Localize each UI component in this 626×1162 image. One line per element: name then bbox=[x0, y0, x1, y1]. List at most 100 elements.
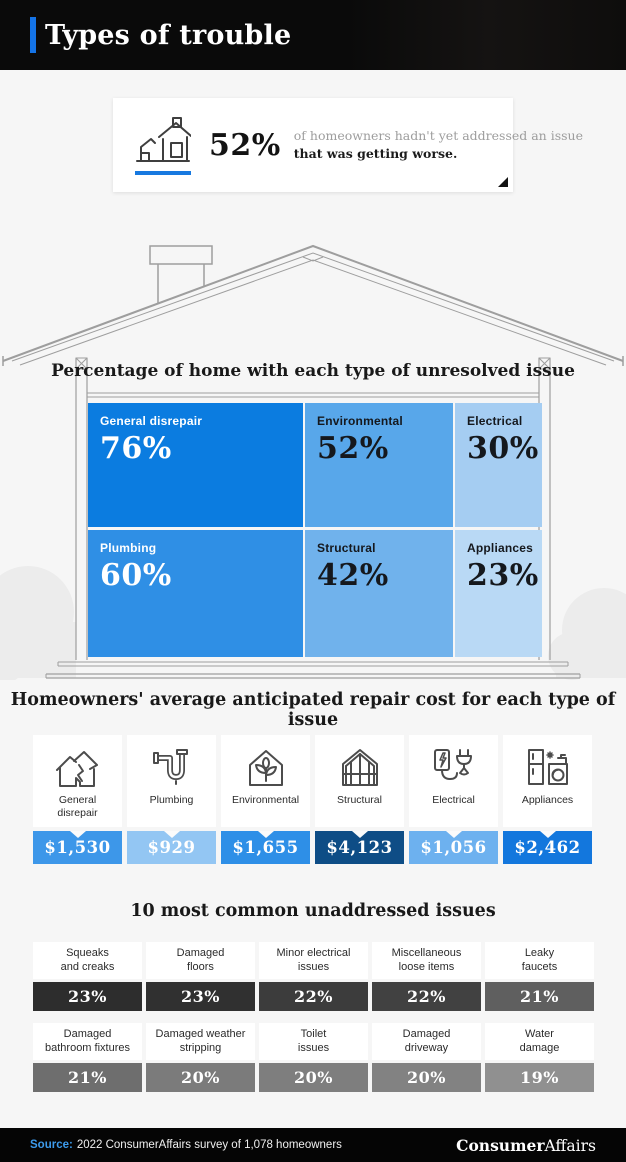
treemap-cell-value: 42% bbox=[317, 558, 389, 593]
treemap-cell-plumbing: Plumbing 60% bbox=[88, 530, 303, 657]
treemap-cell-label: Structural bbox=[317, 541, 376, 555]
frame-house-icon bbox=[337, 744, 383, 790]
cost-value: $1,530 bbox=[44, 838, 111, 857]
issue-card-leaky-faucets: Leaky faucets 21% bbox=[485, 942, 594, 1011]
cost-value-bar: $929 bbox=[127, 831, 216, 864]
callout-stat: 52% bbox=[209, 127, 281, 163]
treemap-cell-label: General disrepair bbox=[100, 414, 203, 428]
issue-value-bar: 22% bbox=[372, 982, 481, 1011]
cost-label-line1: Appliances bbox=[521, 794, 574, 806]
cost-card-top: Environmental bbox=[221, 735, 310, 827]
cost-value-bar: $1,056 bbox=[409, 831, 498, 864]
issue-value-bar: 19% bbox=[485, 1063, 594, 1092]
cost-card-top: Structural bbox=[315, 735, 404, 827]
source-label: Source: bbox=[30, 1139, 73, 1151]
cost-label-line1: Environmental bbox=[231, 794, 300, 806]
cloud-decoration-right bbox=[548, 588, 626, 680]
footer: Source: 2022 ConsumerAffairs survey of 1,… bbox=[0, 1128, 626, 1162]
treemap-cell-label: Electrical bbox=[467, 414, 523, 428]
issue-value-bar: 20% bbox=[372, 1063, 481, 1092]
issue-value-bar: 21% bbox=[485, 982, 594, 1011]
stat-callout-card: 52% of homeowners hadn't yet addressed a… bbox=[113, 98, 583, 192]
house-icon bbox=[133, 115, 193, 175]
treemap-cell-appliances: Appliances 23% bbox=[455, 530, 542, 657]
cost-card-appliances: Appliances $2,462 bbox=[503, 735, 592, 864]
source-note: Source: 2022 ConsumerAffairs survey of 1,… bbox=[30, 1139, 342, 1151]
consumeraffairs-logo: ConsumerAffairs bbox=[456, 1135, 596, 1155]
cost-card-general-disrepair: General disrepair $1,530 bbox=[33, 735, 122, 864]
cost-card-top: General disrepair bbox=[33, 735, 122, 827]
issue-value: 21% bbox=[68, 1068, 107, 1087]
issue-value-bar: 20% bbox=[146, 1063, 255, 1092]
cost-value-bar: $4,123 bbox=[315, 831, 404, 864]
treemap-title: Percentage of home with each type of unr… bbox=[51, 361, 575, 381]
issue-label: Miscellaneous loose items bbox=[372, 942, 481, 979]
issue-value-bar: 22% bbox=[259, 982, 368, 1011]
cost-card-electrical: Electrical $1,056 bbox=[409, 735, 498, 864]
issue-value: 20% bbox=[181, 1068, 220, 1087]
issue-label: Water damage bbox=[485, 1023, 594, 1060]
issue-value-bar: 23% bbox=[33, 982, 142, 1011]
issue-label: Leaky faucets bbox=[485, 942, 594, 979]
issues-title: 10 most common unaddressed issues bbox=[130, 901, 496, 921]
issues-row-1: Squeaks and creaks 23% Damaged floors 23% … bbox=[33, 942, 594, 1011]
issue-value: 22% bbox=[294, 987, 333, 1006]
issue-value: 20% bbox=[294, 1068, 333, 1087]
house-illustration bbox=[0, 244, 626, 680]
cost-label-line2: disrepair bbox=[57, 806, 98, 819]
cost-value: $1,655 bbox=[232, 838, 299, 857]
broken-house-icon bbox=[55, 744, 101, 790]
issue-label: Damaged floors bbox=[146, 942, 255, 979]
cost-label: Environmental bbox=[232, 794, 299, 807]
cost-value: $1,056 bbox=[420, 838, 487, 857]
issue-card-toilet-issues: Toilet issues 20% bbox=[259, 1023, 368, 1092]
issue-value-bar: 21% bbox=[33, 1063, 142, 1092]
cost-value-bar: $2,462 bbox=[503, 831, 592, 864]
cost-label: General disrepair bbox=[57, 794, 97, 819]
cost-label: Electrical bbox=[432, 794, 475, 807]
cloud-decoration-left bbox=[0, 566, 76, 680]
treemap-cell-value: 52% bbox=[317, 431, 389, 466]
issue-label: Squeaks and creaks bbox=[33, 942, 142, 979]
issue-card-minor-electrical: Minor electrical issues 22% bbox=[259, 942, 368, 1011]
cost-card-plumbing: Plumbing $929 bbox=[127, 735, 216, 864]
cost-card-environmental: Environmental $1,655 bbox=[221, 735, 310, 864]
issue-card-water-damage: Water damage 19% bbox=[485, 1023, 594, 1092]
treemap-cell-value: 76% bbox=[100, 431, 172, 466]
issue-card-squeaks-creaks: Squeaks and creaks 23% bbox=[33, 942, 142, 1011]
treemap-cell-label: Plumbing bbox=[100, 541, 157, 555]
issue-value: 21% bbox=[520, 987, 559, 1006]
treemap-cell-value: 30% bbox=[467, 431, 539, 466]
cost-label-line1: Plumbing bbox=[149, 794, 194, 806]
pipe-icon bbox=[149, 744, 195, 790]
cost-card-top: Electrical bbox=[409, 735, 498, 827]
treemap-cell-label: Appliances bbox=[467, 541, 534, 555]
source-text: 2022 ConsumerAffairs survey of 1,078 hom… bbox=[76, 1139, 342, 1151]
cost-label: Plumbing bbox=[150, 794, 194, 807]
header-accent-bar bbox=[30, 17, 36, 53]
plug-icon bbox=[431, 744, 477, 790]
cost-label-line1: General bbox=[58, 794, 97, 806]
cost-label-line1: Structural bbox=[337, 794, 382, 806]
issue-value: 23% bbox=[68, 987, 107, 1006]
issue-value: 20% bbox=[407, 1068, 446, 1087]
cost-cards-row: General disrepair $1,530 bbox=[33, 735, 592, 864]
header: Types of trouble bbox=[0, 0, 626, 70]
cost-card-top: Appliances bbox=[503, 735, 592, 827]
issue-label: Damaged weather stripping bbox=[146, 1023, 255, 1060]
treemap-cell-value: 60% bbox=[100, 558, 172, 593]
house-section: Percentage of home with each type of unr… bbox=[0, 230, 626, 680]
cost-value: $2,462 bbox=[514, 838, 581, 857]
callout-line2: that was getting worse. bbox=[293, 146, 458, 161]
issue-card-damaged-driveway: Damaged driveway 20% bbox=[372, 1023, 481, 1092]
issue-value: 19% bbox=[520, 1068, 559, 1087]
treemap-cell-environmental: Environmental 52% bbox=[305, 403, 453, 527]
issue-card-weather-stripping: Damaged weather stripping 20% bbox=[146, 1023, 255, 1092]
treemap-cell-structural: Structural 42% bbox=[305, 530, 453, 657]
corner-triangle bbox=[498, 177, 508, 187]
treemap-cell-electrical: Electrical 30% bbox=[455, 403, 542, 527]
cost-value: $929 bbox=[147, 838, 196, 857]
callout-line1: of homeowners hadn't yet addressed an is… bbox=[293, 127, 583, 143]
issue-card-damaged-floors: Damaged floors 23% bbox=[146, 942, 255, 1011]
issue-value: 22% bbox=[407, 987, 446, 1006]
